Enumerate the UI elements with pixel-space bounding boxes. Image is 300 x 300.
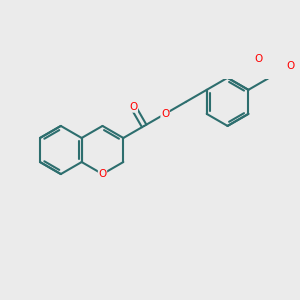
Text: O: O bbox=[254, 54, 262, 64]
Text: O: O bbox=[286, 61, 294, 71]
Text: O: O bbox=[129, 102, 137, 112]
Text: O: O bbox=[98, 169, 106, 179]
Text: O: O bbox=[161, 109, 169, 119]
